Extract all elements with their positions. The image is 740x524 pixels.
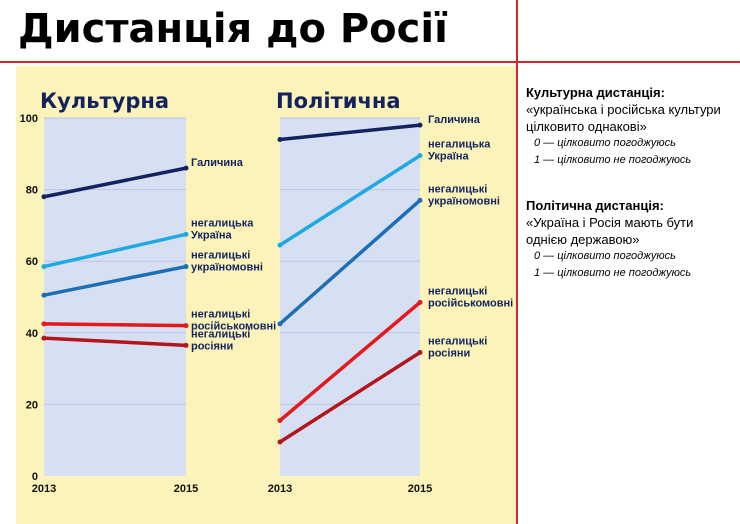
series-label: Галичина xyxy=(191,157,244,169)
series-line xyxy=(42,322,188,328)
series-line xyxy=(278,153,422,247)
panel-title: Культурна xyxy=(40,89,169,113)
series-point xyxy=(277,136,283,142)
x-tick-label: 2015 xyxy=(174,483,198,495)
series-line xyxy=(42,232,188,269)
series-point xyxy=(183,323,189,329)
series-label: негалицька Україна xyxy=(428,139,491,163)
series-point xyxy=(277,242,283,248)
series-line xyxy=(42,336,188,348)
series-point xyxy=(417,299,423,305)
series-line xyxy=(42,166,188,199)
series-point xyxy=(277,418,283,424)
x-tick-label: 2013 xyxy=(268,483,292,495)
series-point xyxy=(41,335,47,341)
series-point xyxy=(277,321,283,327)
series-point xyxy=(417,122,423,128)
series-point xyxy=(277,439,283,445)
vertical-divider xyxy=(516,0,518,524)
series-point xyxy=(41,292,47,298)
notes-panel: Культурна дистанція: «українська і росій… xyxy=(526,84,736,282)
series-label: Галичина xyxy=(428,114,481,126)
political-note: Політична дистанція: «Україна і Росія ма… xyxy=(526,197,736,282)
y-tick-label: 80 xyxy=(26,185,38,197)
note-scale-item: 0 — цілковито погоджуюсь xyxy=(534,137,676,149)
series-label: негалицькі росіяни xyxy=(191,328,250,352)
series-line xyxy=(278,300,422,423)
note-heading: Політична дистанція: xyxy=(526,198,664,213)
cultural-note: Культурна дистанція: «українська і росій… xyxy=(526,84,736,169)
series-point xyxy=(183,165,189,171)
panel-title: Політична xyxy=(276,89,401,113)
series-point xyxy=(417,153,423,159)
note-question: «українська і російська культури цілкови… xyxy=(526,102,721,134)
horizontal-divider xyxy=(0,61,740,63)
series-point xyxy=(417,349,423,355)
series-label: негалицькі російськомовні xyxy=(191,309,276,333)
series-point xyxy=(183,231,189,237)
slide-title: Дистанція до Росії xyxy=(18,6,448,52)
y-tick-label: 20 xyxy=(26,399,38,411)
note-question: «Україна і Росія мають бути однією держа… xyxy=(526,215,694,247)
series-point xyxy=(183,264,189,270)
y-tick-label: 60 xyxy=(26,256,38,268)
series-line xyxy=(278,123,422,142)
series-line xyxy=(278,198,422,326)
y-tick-label: 100 xyxy=(20,113,38,125)
series-label: негалицькі україномовні xyxy=(428,183,500,207)
note-scale-item: 1 — цілковито не погоджуюсь xyxy=(534,154,692,166)
series-point xyxy=(183,342,189,348)
y-tick-label: 0 xyxy=(32,471,38,483)
note-scale-item: 0 — цілковито погоджуюсь xyxy=(534,250,676,262)
note-heading: Культурна дистанція: xyxy=(526,85,665,100)
series-point xyxy=(41,194,47,200)
plot-area xyxy=(44,118,186,476)
series-line xyxy=(278,350,422,444)
x-tick-label: 2015 xyxy=(408,483,432,495)
chart-panel: 0 20 40 60 80 100 Культурна 2013 2015 Галичина нег… xyxy=(16,66,516,524)
note-scale-item: 1 — цілковито не погоджуюсь xyxy=(534,267,692,279)
x-tick-label: 2013 xyxy=(32,483,56,495)
series-label: негалицька Україна xyxy=(191,217,254,241)
series-point xyxy=(417,197,423,203)
series-label: негалицькі росіяни xyxy=(428,335,487,359)
series-point xyxy=(41,321,47,327)
series-point xyxy=(41,264,47,270)
y-tick-label: 40 xyxy=(26,328,38,340)
plot-area xyxy=(280,118,420,476)
series-line xyxy=(42,264,188,297)
series-label: негалицькі російськомовні xyxy=(428,285,513,309)
series-label: негалицькі україномовні xyxy=(191,250,263,274)
